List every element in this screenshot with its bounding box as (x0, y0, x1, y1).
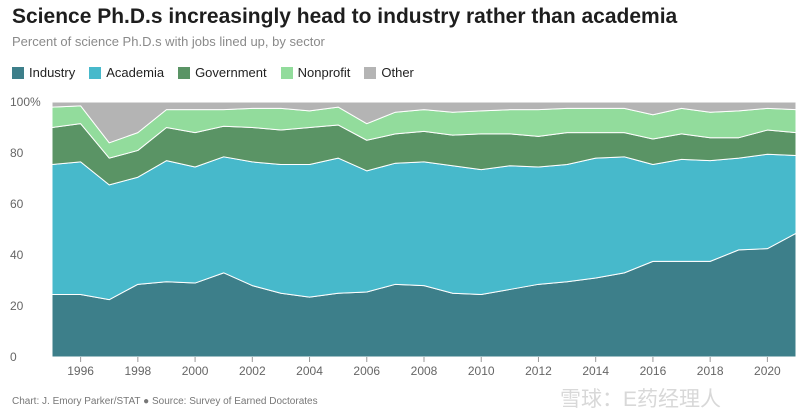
x-tick-label: 2014 (582, 364, 609, 378)
y-tick-label: 40 (10, 248, 24, 262)
legend-label-academia: Academia (106, 65, 165, 80)
chart-title: Science Ph.D.s increasingly head to indu… (12, 5, 678, 28)
y-tick-label: 20 (10, 299, 24, 313)
x-tick-label: 2008 (411, 364, 438, 378)
y-tick-label: 80 (10, 146, 24, 160)
legend-label-government: Government (195, 65, 267, 80)
x-tick-label: 2004 (296, 364, 323, 378)
x-tick-label: 2002 (239, 364, 266, 378)
y-tick-label: 100% (10, 95, 41, 109)
legend-item-academia: Academia (89, 65, 164, 80)
legend-swatch-government (178, 66, 191, 79)
legend-label-industry: Industry (29, 65, 76, 80)
legend-swatch-nonprofit (280, 66, 293, 79)
legend-swatch-industry (12, 66, 24, 79)
x-tick-label: 2016 (640, 364, 667, 378)
watermark: 雪球：E药经理人 (560, 388, 722, 411)
legend-item-nonprofit: Nonprofit (280, 65, 351, 80)
y-tick-label: 60 (10, 197, 24, 211)
x-tick-label: 2010 (468, 364, 495, 378)
legend-label-other: Other (381, 65, 414, 80)
x-axis: 1996 1998 2000 2002 2004 2006 2008 2010 2012 2014… (67, 357, 781, 378)
x-tick-label: 2018 (697, 364, 724, 378)
chart-subtitle: Percent of science Ph.D.s with jobs line… (12, 34, 325, 49)
x-tick-label: 2020 (754, 364, 781, 378)
legend-label-nonprofit: Nonprofit (297, 65, 351, 80)
y-tick-label: 0 (10, 350, 17, 364)
x-tick-label: 1998 (124, 364, 151, 378)
x-tick-label: 1996 (67, 364, 94, 378)
chart-credit: Chart: J. Emory Parker/STAT ● Source: Su… (12, 396, 318, 407)
legend-swatch-other (364, 66, 377, 79)
area-other (51, 101, 797, 144)
x-tick-label: 2006 (353, 364, 380, 378)
y-axis: 0 20 40 60 80 100% (10, 95, 41, 364)
x-tick-label: 2000 (182, 364, 209, 378)
legend-item-other: Other (364, 65, 414, 80)
area-layers (51, 101, 797, 358)
legend-item-government: Government (178, 65, 267, 80)
x-tick-label: 2012 (525, 364, 552, 378)
legend: Industry Academia Government Nonprofit O… (12, 65, 428, 80)
legend-item-industry: Industry (12, 65, 75, 80)
legend-swatch-academia (89, 66, 102, 79)
